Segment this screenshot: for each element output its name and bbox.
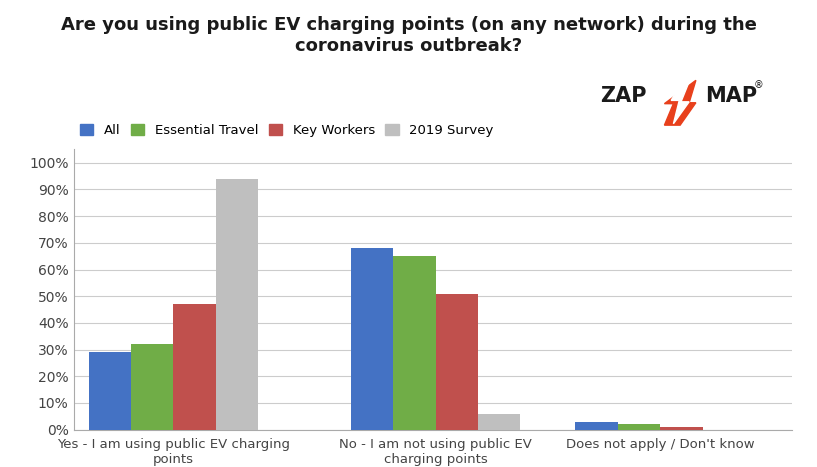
Legend: All, Essential Travel, Key Workers, 2019 Survey: All, Essential Travel, Key Workers, 2019… — [80, 124, 493, 137]
Bar — [478, 414, 520, 430]
Bar — [393, 256, 435, 430]
Bar — [131, 344, 173, 430]
Polygon shape — [664, 80, 696, 125]
Text: ®: ® — [754, 80, 764, 91]
Text: MAP: MAP — [705, 86, 757, 106]
Text: ZAP: ZAP — [600, 86, 647, 106]
Bar — [435, 294, 478, 430]
Bar — [660, 427, 703, 430]
Polygon shape — [672, 82, 690, 124]
Bar — [350, 248, 393, 430]
Bar — [173, 304, 216, 430]
Bar — [575, 422, 618, 430]
Bar — [618, 425, 660, 430]
Bar — [216, 179, 258, 430]
Bar — [88, 352, 131, 430]
Text: Are you using public EV charging points (on any network) during the
coronavirus : Are you using public EV charging points … — [60, 16, 757, 55]
